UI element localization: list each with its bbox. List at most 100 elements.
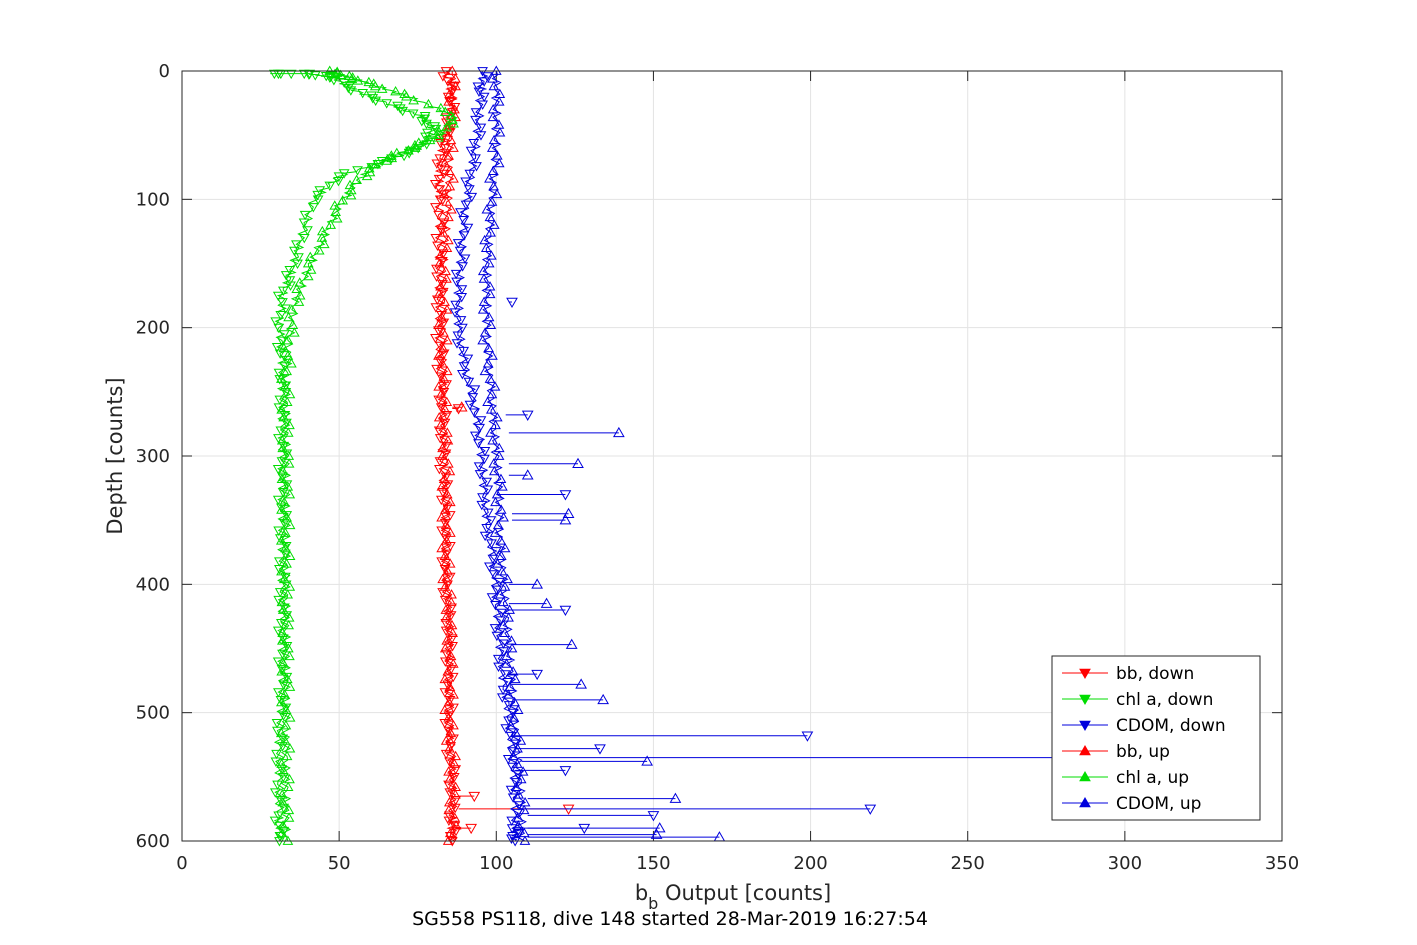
series-marker (443, 211, 454, 222)
series-marker (479, 531, 491, 542)
series-marker (421, 119, 432, 130)
x-tick-label: 200 (793, 853, 827, 874)
series-marker (441, 334, 453, 345)
series-marker (444, 558, 456, 568)
series-marker (276, 789, 288, 799)
series-marker (441, 427, 453, 437)
series-marker (277, 734, 289, 744)
series-marker (443, 780, 454, 791)
series-marker (456, 285, 468, 295)
series-marker (270, 757, 282, 767)
series-marker (485, 404, 497, 414)
series-marker (462, 223, 474, 234)
series-marker (302, 270, 314, 281)
series-marker (274, 395, 286, 406)
series-marker (430, 203, 441, 213)
series-marker (442, 565, 454, 576)
series-marker (445, 134, 457, 145)
series-marker (503, 689, 514, 699)
series-marker (435, 388, 447, 399)
series-marker (437, 573, 449, 584)
series-marker (487, 435, 499, 445)
series-marker (499, 542, 511, 553)
series-marker (445, 596, 457, 607)
series-marker (442, 435, 454, 445)
series-marker (439, 565, 451, 575)
series-marker (470, 108, 482, 118)
series-marker (314, 186, 326, 196)
series-marker (475, 131, 487, 141)
series-marker (433, 319, 444, 329)
series-marker (481, 477, 493, 488)
series-marker (398, 151, 410, 162)
series-marker (487, 111, 499, 122)
caption: SG558 PS118, dive 148 started 28-Mar-201… (412, 908, 928, 930)
series-marker (273, 403, 285, 413)
series-marker (274, 588, 286, 598)
series-marker (363, 76, 375, 87)
series-marker (280, 703, 292, 714)
spike-marker (612, 426, 625, 438)
spike-marker (559, 490, 572, 501)
x-tick-label: 150 (636, 853, 670, 874)
series-marker (325, 219, 337, 229)
series-marker (484, 211, 496, 222)
series-marker (490, 600, 501, 611)
series-marker (277, 742, 288, 752)
series-marker (489, 624, 501, 634)
series-marker (437, 588, 448, 598)
series-marker (316, 225, 328, 236)
series-marker (494, 616, 506, 626)
series-marker (444, 572, 456, 583)
series-marker (287, 319, 299, 329)
series-marker (447, 627, 459, 637)
series-marker (515, 773, 527, 784)
series-marker (496, 565, 508, 576)
series-marker (493, 450, 505, 460)
series-marker (439, 418, 451, 429)
series-marker (448, 734, 459, 744)
series-marker (367, 94, 379, 104)
series-marker (489, 527, 501, 537)
series-marker (480, 242, 492, 252)
series-marker (506, 642, 518, 653)
series-marker (444, 681, 456, 691)
series-marker (494, 127, 506, 137)
series-marker (438, 373, 450, 383)
series-marker (438, 473, 450, 483)
series-marker (280, 271, 292, 281)
series-marker (450, 300, 462, 311)
series-marker (434, 250, 446, 260)
series-marker (465, 146, 477, 157)
series-marker (455, 208, 466, 218)
series-marker (436, 526, 447, 536)
series-marker (381, 99, 393, 109)
series-marker (370, 96, 382, 107)
series-marker (273, 557, 285, 567)
series-marker (497, 481, 508, 491)
series-marker (512, 820, 524, 830)
series-marker (464, 400, 476, 411)
y-tick-label: 0 (159, 61, 170, 82)
series-marker (512, 743, 523, 753)
series-marker (492, 558, 503, 568)
series-marker (477, 100, 489, 110)
series-marker (477, 493, 488, 503)
series-marker (436, 358, 448, 368)
series-marker (293, 253, 304, 263)
series-marker (511, 758, 523, 768)
series-marker (276, 435, 288, 445)
spike-marker (565, 638, 578, 649)
series-marker (275, 727, 287, 738)
series-marker (504, 604, 516, 614)
series-marker (302, 226, 313, 236)
series-marker (281, 512, 293, 522)
series-marker (493, 442, 505, 453)
series-marker (284, 581, 296, 591)
series-marker (490, 65, 502, 75)
spike-marker (559, 766, 572, 777)
series-marker (333, 172, 345, 182)
series-marker (441, 273, 452, 283)
legend-label: chl a, up (1116, 768, 1189, 788)
series-marker (449, 812, 461, 822)
